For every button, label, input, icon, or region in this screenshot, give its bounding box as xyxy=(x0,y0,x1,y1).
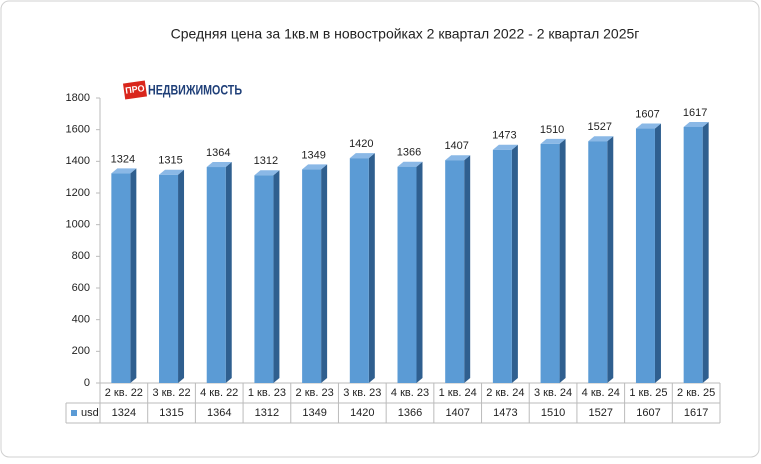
y-tick-label: 1200 xyxy=(66,187,90,199)
bar xyxy=(683,126,703,383)
bar-top xyxy=(397,161,423,167)
bar-top xyxy=(349,153,375,159)
table-value: 1420 xyxy=(350,407,374,419)
y-tick-label: 1800 xyxy=(66,92,90,104)
bar-top xyxy=(683,121,709,127)
table-value: 1473 xyxy=(493,407,517,419)
bar-side xyxy=(225,162,232,383)
x-tick-label: 3 кв. 22 xyxy=(152,387,190,399)
bar-top xyxy=(111,168,137,174)
y-tick-label: 400 xyxy=(72,314,90,326)
bar xyxy=(254,175,274,383)
logo-badge: ПРО xyxy=(125,83,146,96)
bar xyxy=(540,143,560,383)
x-tick-label: 1 кв. 23 xyxy=(248,387,286,399)
data-label: 1366 xyxy=(397,147,421,159)
bar-side xyxy=(559,138,566,383)
bar-top xyxy=(492,144,518,150)
bar xyxy=(349,158,369,383)
bar-side xyxy=(130,168,137,383)
data-label: 1315 xyxy=(158,155,182,167)
data-label: 1312 xyxy=(254,155,278,167)
bar-side xyxy=(702,121,709,383)
y-tick-label: 600 xyxy=(72,282,90,294)
table-value: 1366 xyxy=(398,407,422,419)
table-value: 1364 xyxy=(207,407,231,419)
bar xyxy=(111,173,131,383)
table-value: 1617 xyxy=(684,407,708,419)
legend-label: usd xyxy=(81,407,99,419)
table-value: 1407 xyxy=(445,407,469,419)
bar-top xyxy=(588,136,614,142)
bar-top xyxy=(445,155,471,161)
bar-top xyxy=(540,138,566,144)
y-tick-label: 1600 xyxy=(66,124,90,136)
table-value: 1312 xyxy=(255,407,279,419)
data-label: 1473 xyxy=(492,130,516,142)
bar-top xyxy=(302,164,328,170)
table-value: 1315 xyxy=(159,407,183,419)
y-tick-label: 0 xyxy=(84,377,90,389)
logo-badge-box xyxy=(122,80,148,100)
chart-title: Средняя цена за 1кв.м в новостройках 2 к… xyxy=(171,26,640,42)
bar xyxy=(635,128,655,383)
x-tick-label: 2 кв. 25 xyxy=(677,387,715,399)
bar-side xyxy=(273,170,280,383)
x-tick-label: 2 кв. 24 xyxy=(486,387,524,399)
data-label: 1349 xyxy=(301,149,325,161)
logo: ПРО НЕДВИЖИМОСТЬ xyxy=(122,80,242,100)
bar-top xyxy=(159,169,185,175)
bar-side xyxy=(416,161,423,383)
bar-side xyxy=(178,169,185,383)
x-tick-label: 3 кв. 23 xyxy=(343,387,381,399)
data-label: 1364 xyxy=(206,147,230,159)
x-tick-label: 2 кв. 23 xyxy=(296,387,334,399)
bar xyxy=(302,169,322,383)
bar xyxy=(397,166,417,383)
table-value: 1527 xyxy=(589,407,613,419)
bar xyxy=(492,149,512,383)
data-label: 1527 xyxy=(588,121,612,133)
table-value: 1324 xyxy=(112,407,136,419)
data-label: 1407 xyxy=(444,140,468,152)
logo-text: НЕДВИЖИМОСТЬ xyxy=(148,82,242,98)
y-tick-label: 200 xyxy=(72,345,90,357)
bar-side xyxy=(368,153,375,383)
data-label: 1420 xyxy=(349,138,373,150)
bar xyxy=(206,167,226,383)
bar-side xyxy=(607,136,614,383)
x-tick-label: 3 кв. 24 xyxy=(534,387,572,399)
data-label: 1510 xyxy=(540,124,564,136)
y-tick-label: 1400 xyxy=(66,155,90,167)
table-value: 1510 xyxy=(541,407,565,419)
x-tick-label: 2 кв. 22 xyxy=(105,387,143,399)
table-value: 1349 xyxy=(302,407,326,419)
bar-top xyxy=(206,162,232,168)
data-label: 1607 xyxy=(635,108,659,120)
x-tick-label: 4 кв. 23 xyxy=(391,387,429,399)
data-label: 1324 xyxy=(111,153,135,165)
x-tick-label: 1 кв. 24 xyxy=(439,387,477,399)
x-tick-label: 4 кв. 22 xyxy=(200,387,238,399)
bar xyxy=(159,174,179,383)
bar xyxy=(588,141,608,383)
bar-top xyxy=(635,123,661,129)
bar-top xyxy=(254,170,280,176)
y-tick-label: 800 xyxy=(72,250,90,262)
x-tick-label: 1 кв. 25 xyxy=(629,387,667,399)
table-value: 1607 xyxy=(636,407,660,419)
bar xyxy=(445,160,465,383)
x-tick-label: 4 кв. 24 xyxy=(582,387,620,399)
y-tick-label: 1000 xyxy=(66,219,90,231)
bar-side xyxy=(511,144,518,383)
bar-side xyxy=(321,164,328,383)
legend-key xyxy=(71,410,77,416)
bar-side xyxy=(654,123,661,383)
bar-side xyxy=(464,155,471,383)
data-label: 1617 xyxy=(683,107,707,119)
